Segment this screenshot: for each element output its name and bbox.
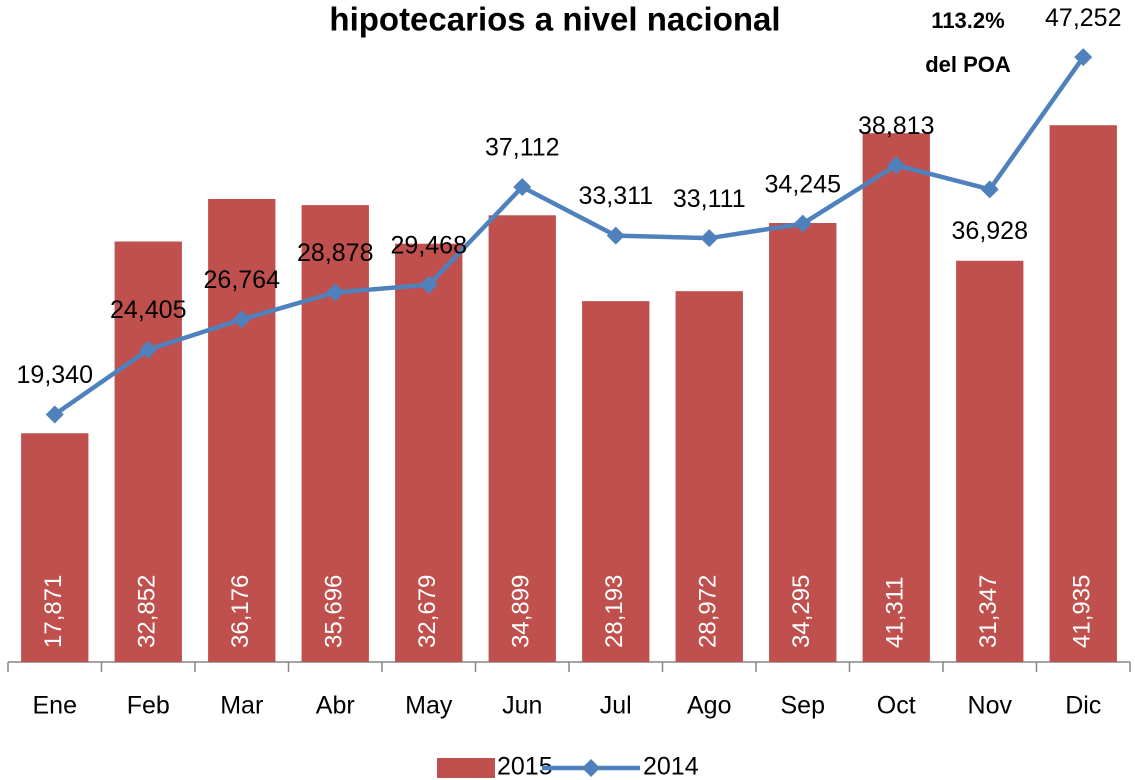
bar [1049,125,1117,663]
bar-value-label: 35,696 [321,575,348,648]
bar [769,223,837,663]
line-marker [793,214,812,233]
x-tick-label: Abr [316,692,355,720]
bar-value-label: 28,193 [601,575,628,648]
line-value-label: 33,111 [673,185,746,213]
legend-marker [582,759,600,777]
bar [488,215,556,663]
line [53,55,1086,417]
line-value-label: 33,311 [578,182,653,210]
line-value-label: 34,245 [765,170,841,198]
line-marker [513,177,532,196]
bar [395,243,463,662]
line-value-label: 36,928 [952,217,1028,245]
bar [675,291,743,662]
x-tick-label: Jun [502,692,542,720]
bar-value-label: 41,935 [1069,575,1096,648]
line-value-label: 29,468 [391,231,467,259]
line-value-label: 24,405 [110,296,186,324]
x-tick-label: Oct [877,692,916,720]
x-tick-label: Dic [1065,692,1101,720]
x-tick-label: Ago [687,692,731,720]
line-marker [1074,48,1093,67]
bar-value-label: 17,871 [40,575,67,648]
bar-value-label: 41,311 [882,576,909,648]
x-tick-label: May [405,692,453,720]
bar [956,260,1024,662]
bar [208,198,276,662]
bar [301,205,369,663]
line-marker [606,226,625,245]
x-tick-label: Mar [220,692,263,720]
x-tick-label: Feb [127,692,170,720]
line-marker [980,180,999,199]
bar-value-label: 31,347 [975,575,1002,648]
bar [862,133,930,663]
line-value-label: 26,764 [204,266,281,294]
annotation: 113.2% [931,8,1004,33]
bar-value-label: 32,679 [414,575,441,648]
x-tick-label: Jul [600,692,632,720]
bar-value-label: 32,852 [134,575,161,648]
chart-title: hipotecarios a nivel nacional [329,1,780,38]
line-value-label: 28,878 [297,239,373,267]
line-value-label: 47,252 [1045,4,1121,32]
bar-value-label: 34,899 [508,575,535,648]
bar-value-label: 28,972 [695,575,722,648]
bar [114,241,182,663]
line-value-label: 37,112 [485,134,560,162]
bar [582,301,650,662]
x-tick-label: Sep [781,692,825,720]
line-marker [419,275,438,294]
line-marker [45,405,64,424]
line-marker [232,310,251,329]
line-value-label: 19,340 [17,361,93,389]
x-tick-label: Ene [33,692,77,720]
line-marker [139,340,158,359]
legend-swatch [437,758,495,778]
annotation: del POA [925,52,1011,77]
line-value-label: 38,813 [858,112,934,140]
bar-value-label: 34,295 [788,575,815,648]
line-marker [700,229,719,248]
line-marker [326,283,345,302]
legend-label: 2014 [643,753,699,780]
bar [21,433,89,662]
x-tick-label: Nov [968,692,1013,720]
bar-value-label: 36,176 [227,575,254,648]
line-marker [887,156,906,175]
